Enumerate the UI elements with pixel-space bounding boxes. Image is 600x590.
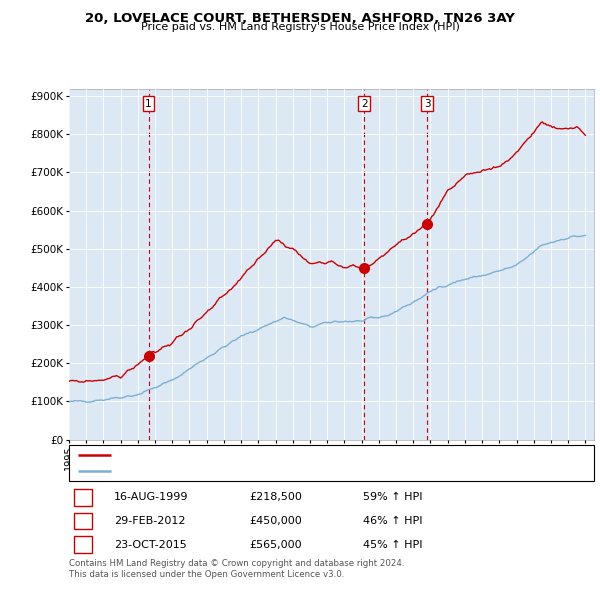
Text: 45% ↑ HPI: 45% ↑ HPI bbox=[363, 540, 422, 549]
Text: Contains HM Land Registry data © Crown copyright and database right 2024.
This d: Contains HM Land Registry data © Crown c… bbox=[69, 559, 404, 579]
Text: 1: 1 bbox=[145, 99, 152, 109]
Text: 2: 2 bbox=[79, 516, 86, 526]
Text: 59% ↑ HPI: 59% ↑ HPI bbox=[363, 493, 422, 502]
Text: 3: 3 bbox=[79, 540, 86, 549]
Text: HPI: Average price, detached house, Ashford: HPI: Average price, detached house, Ashf… bbox=[116, 467, 328, 476]
Text: 20, LOVELACE COURT, BETHERSDEN, ASHFORD, TN26 3AY (detached house): 20, LOVELACE COURT, BETHERSDEN, ASHFORD,… bbox=[116, 451, 478, 460]
Text: 46% ↑ HPI: 46% ↑ HPI bbox=[363, 516, 422, 526]
Text: 29-FEB-2012: 29-FEB-2012 bbox=[114, 516, 185, 526]
Text: 20, LOVELACE COURT, BETHERSDEN, ASHFORD, TN26 3AY: 20, LOVELACE COURT, BETHERSDEN, ASHFORD,… bbox=[85, 12, 515, 25]
Text: Price paid vs. HM Land Registry's House Price Index (HPI): Price paid vs. HM Land Registry's House … bbox=[140, 22, 460, 32]
Text: 16-AUG-1999: 16-AUG-1999 bbox=[114, 493, 188, 502]
Text: 3: 3 bbox=[424, 99, 431, 109]
Text: 2: 2 bbox=[361, 99, 368, 109]
Text: £218,500: £218,500 bbox=[249, 493, 302, 502]
Text: 23-OCT-2015: 23-OCT-2015 bbox=[114, 540, 187, 549]
Text: 1: 1 bbox=[79, 493, 86, 502]
Text: £565,000: £565,000 bbox=[249, 540, 302, 549]
Text: £450,000: £450,000 bbox=[249, 516, 302, 526]
